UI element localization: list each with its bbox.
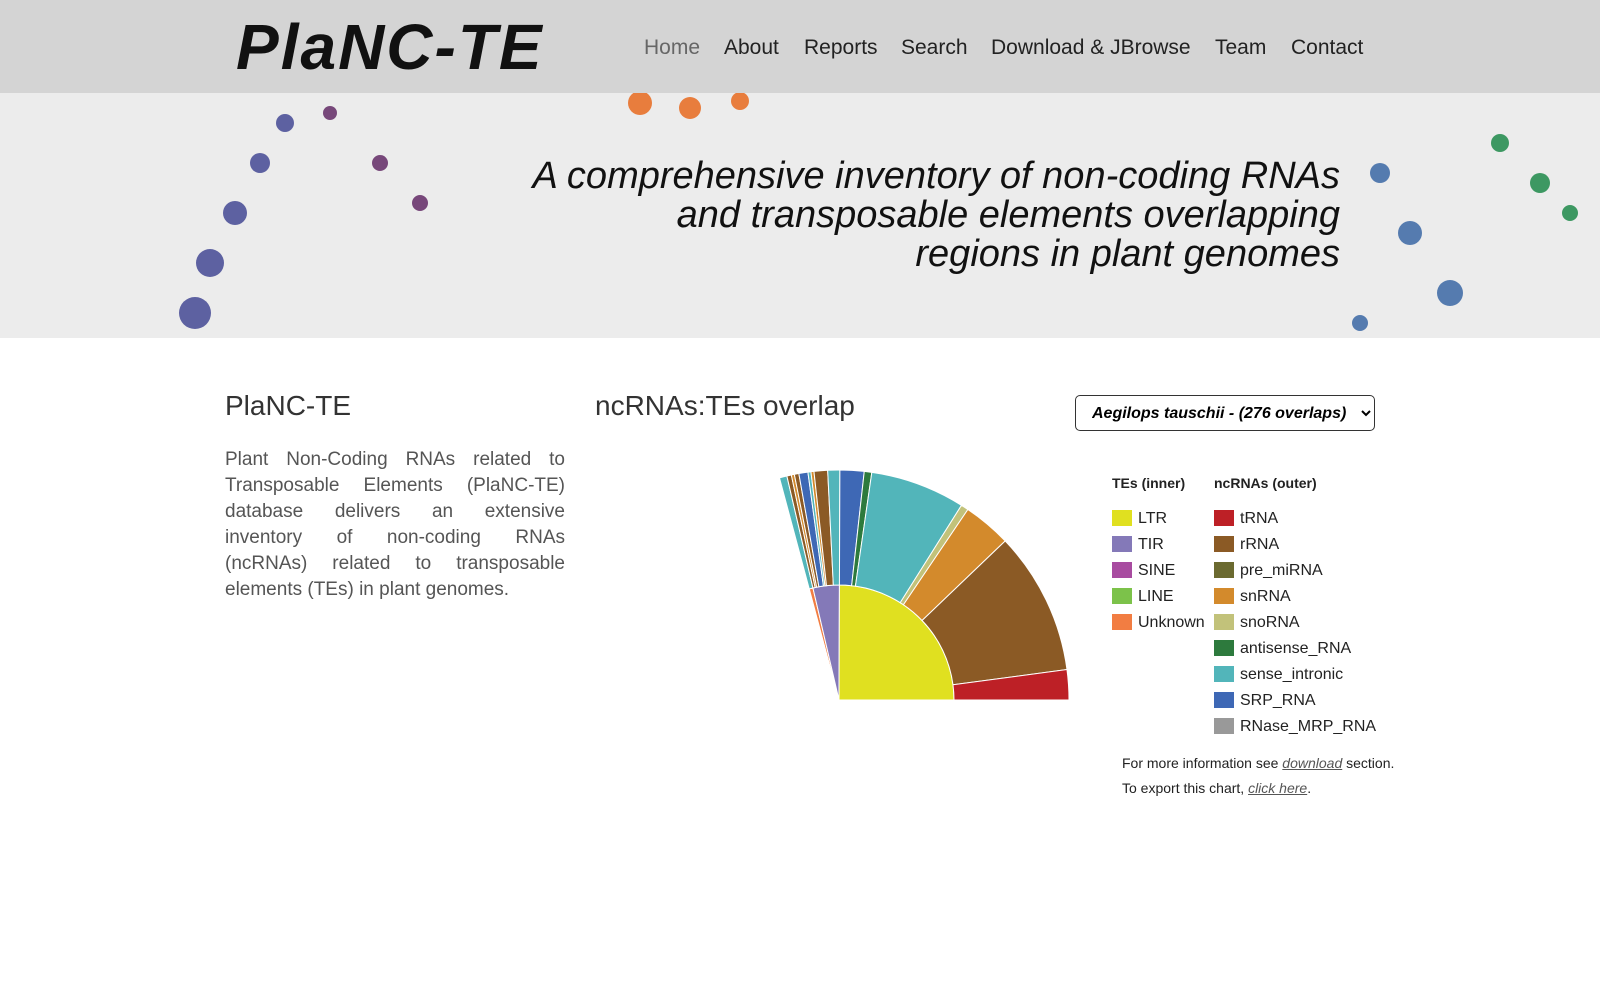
outer-wedge — [952, 668, 1070, 701]
species-select[interactable]: Aegilops tauschii - (276 overlaps) — [1075, 395, 1375, 431]
hero-decoration — [179, 93, 1578, 331]
legend-label: Unknown — [1138, 614, 1205, 631]
logo[interactable]: PlaNC-TE — [236, 11, 544, 83]
info-text: For more information see — [1122, 755, 1283, 771]
outer-wedge — [813, 469, 834, 587]
outer-wedge — [786, 474, 816, 589]
nav-link[interactable]: Team — [1215, 36, 1267, 59]
legend-label: tRNA — [1240, 510, 1279, 527]
legend-swatch — [1214, 640, 1234, 656]
header: PlaNC-TE Home About Reports Search Download … — [0, 0, 1600, 93]
export-link[interactable]: click here — [1248, 780, 1308, 796]
legend-label: sense_intronic — [1240, 666, 1343, 683]
outer-wedge — [798, 471, 825, 588]
legend-swatch — [1214, 562, 1234, 578]
inner-wedge — [808, 587, 840, 701]
info-text: To export this chart, — [1122, 780, 1249, 796]
legend-swatch — [1214, 536, 1234, 552]
info-text: section. — [1342, 755, 1395, 771]
outer-wedge — [854, 471, 963, 604]
legend-title: TEs (inner) — [1112, 475, 1185, 491]
legend-swatch — [1214, 510, 1234, 526]
outer-wedge — [827, 469, 841, 586]
legend-label: snRNA — [1240, 588, 1291, 605]
legend-swatch — [1214, 588, 1234, 604]
info-line: To export this chart, click here. — [1122, 780, 1311, 796]
legend-label: LTR — [1138, 510, 1167, 527]
inner-wedge — [812, 584, 840, 701]
outer-wedge — [793, 472, 820, 588]
legend-label: snoRNA — [1240, 614, 1300, 631]
outer-wedge — [851, 470, 873, 587]
download-link[interactable]: download — [1282, 755, 1343, 771]
inner-wedge — [838, 584, 955, 701]
legend-swatch — [1112, 510, 1132, 526]
legend-label: antisense_RNA — [1240, 640, 1352, 657]
nav-link[interactable]: Reports — [804, 36, 878, 59]
nav-link[interactable]: Contact — [1291, 36, 1364, 59]
legend-swatch — [1112, 562, 1132, 578]
outer-wedge — [902, 508, 1006, 622]
nav-link[interactable]: Home — [644, 36, 701, 59]
legend-swatch — [1214, 666, 1234, 682]
hero: A comprehensive inventory of non-coding … — [0, 93, 1600, 338]
info-text: . — [1307, 780, 1312, 796]
tagline-line: A comprehensive inventory of non-coding … — [532, 155, 1340, 197]
chart-title: ncRNAs:TEs overlap — [595, 390, 855, 421]
outer-wedge — [807, 471, 826, 587]
legend-title: ncRNAs (outer) — [1214, 475, 1317, 491]
legend-swatch — [1214, 718, 1234, 734]
legend-label: TIR — [1138, 536, 1164, 553]
info-line: For more information see download sectio… — [1122, 755, 1394, 771]
legend-swatch — [1112, 588, 1132, 604]
legend-label: RNase_MRP_RNA — [1240, 718, 1376, 735]
legend-swatch — [1214, 614, 1234, 630]
outer-wedge — [899, 504, 969, 606]
sidebar-text: Plant Non-Coding RNAs related to Transpo… — [225, 449, 565, 600]
legend-swatch — [1112, 614, 1132, 630]
nav-link[interactable]: Search — [901, 36, 968, 59]
sidebar-title: PlaNC-TE — [225, 390, 352, 421]
nav-link[interactable]: Download & JBrowse — [991, 36, 1191, 59]
nav-link[interactable]: About — [724, 36, 779, 59]
tagline-line: regions in plant genomes — [915, 233, 1340, 275]
legend-label: rRNA — [1240, 536, 1279, 553]
legend-label: pre_miRNA — [1240, 562, 1323, 579]
outer-wedge — [790, 473, 818, 589]
legend-label: LINE — [1138, 588, 1174, 605]
legend-swatch — [1112, 536, 1132, 552]
outer-wedge — [810, 470, 828, 587]
outer-wedge — [921, 540, 1068, 686]
legend-label: SINE — [1138, 562, 1175, 579]
tagline-line: and transposable elements overlapping — [676, 194, 1340, 236]
outer-wedge — [778, 475, 814, 590]
legend-label: SRP_RNA — [1240, 692, 1316, 709]
outer-wedge — [838, 469, 865, 587]
legend-swatch — [1214, 692, 1234, 708]
